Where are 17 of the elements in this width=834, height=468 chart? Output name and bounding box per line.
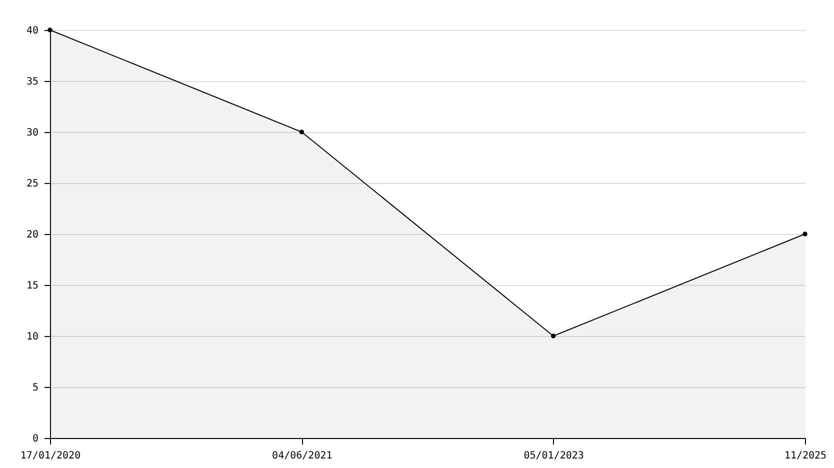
x-tick-label: 04/06/2021 — [272, 450, 332, 462]
y-tick-label: 10 — [26, 332, 38, 342]
y-tick-label: 30 — [26, 128, 38, 138]
point — [550, 334, 556, 338]
point — [299, 130, 304, 134]
x-tick-label: 05/01/2023 — [524, 450, 584, 462]
x-tick-label: 11/2025 — [784, 450, 827, 462]
y-tick-label: 40 — [26, 26, 38, 36]
y-tick-label: 20 — [26, 230, 38, 240]
y-tick-label: 15 — [26, 280, 38, 292]
point — [48, 28, 52, 32]
y-tick-label: 35 — [26, 76, 38, 88]
y-tick-label: 25 — [26, 178, 38, 190]
point — [802, 232, 808, 236]
x-tick-label: 17/01/2020 — [20, 450, 81, 462]
y-tick-label: 5 — [32, 382, 38, 394]
y-tick-label: 0 — [32, 434, 38, 444]
